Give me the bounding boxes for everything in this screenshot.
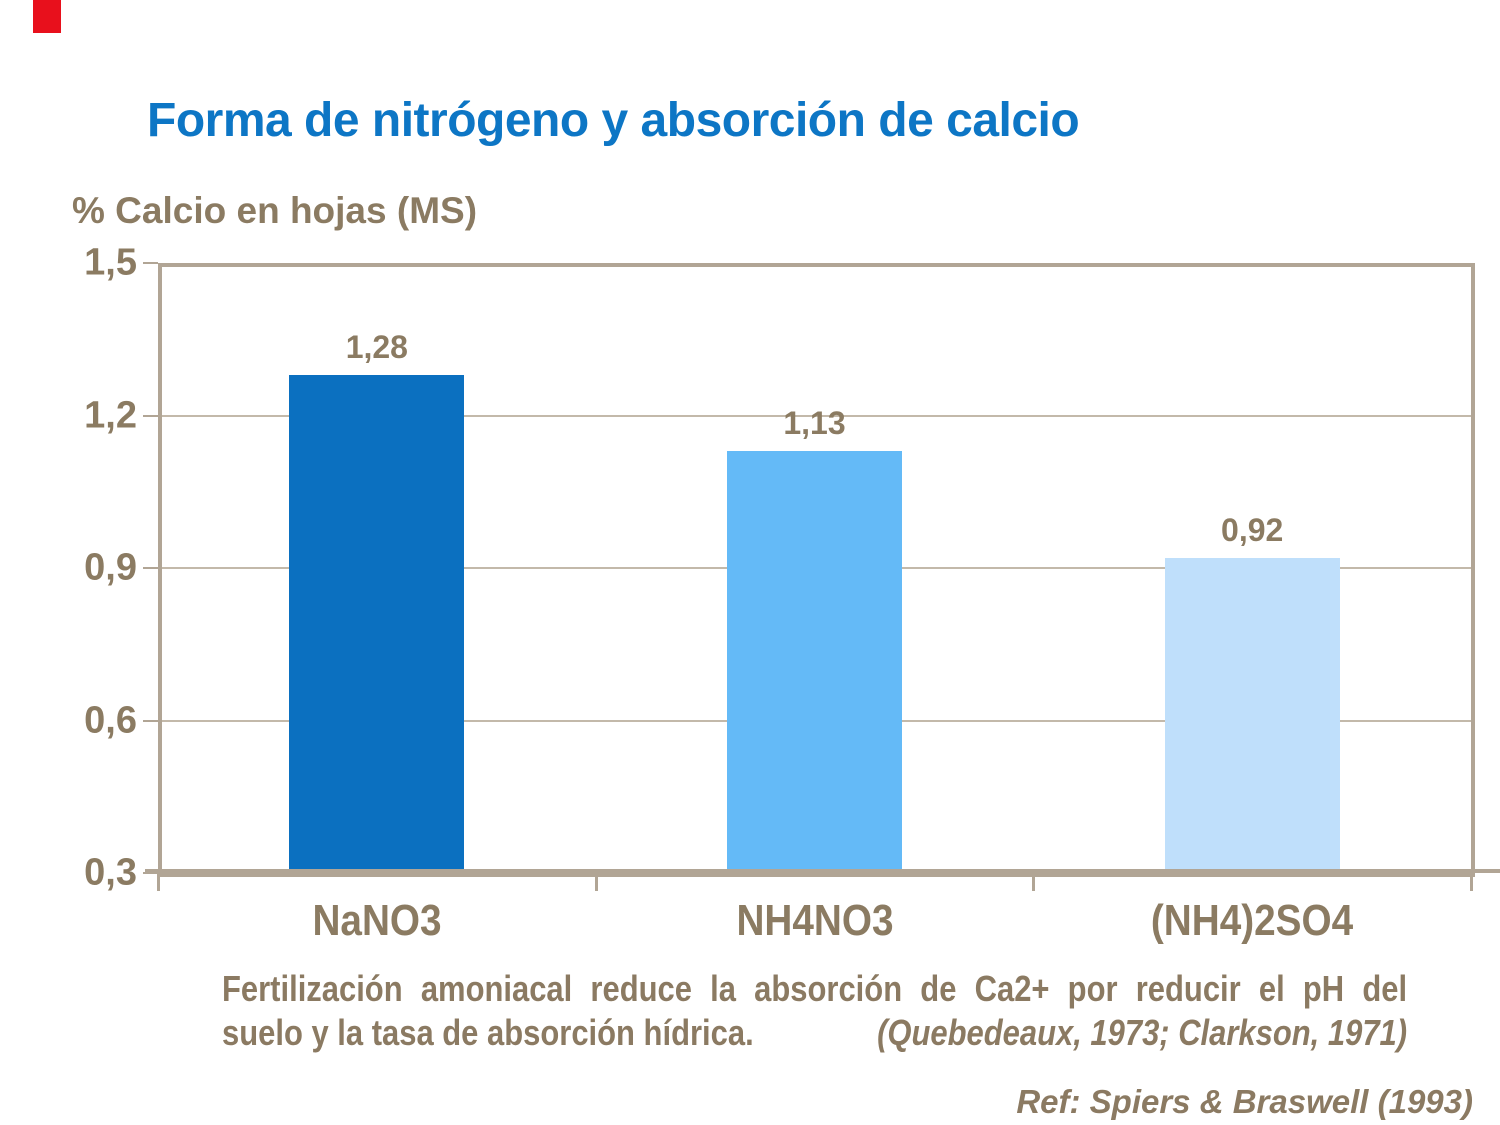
x-tick-mark-3 [1470,873,1473,891]
y-tick-mark-0,9 [143,567,158,569]
y-tick-mark-0,3 [143,872,158,874]
x-category-label-NH4NO3: NH4NO3 [735,896,894,945]
y-tick-label-0,9: 0,9 [84,546,137,589]
y-tick-label-1,5: 1,5 [84,241,137,284]
chart-caption: Fertilización amoniacal reduce la absorc… [222,967,1407,1055]
x-tick-mark-2 [1032,873,1036,891]
reference-text: Ref: Spiers & Braswell (1993) [1016,1083,1473,1120]
bar-value-NH4NO3: 1,13 [783,405,846,442]
caption-line-2-text: suelo y la tasa de absorción hídrica. [222,1012,754,1053]
slide-title: Forma de nitrógeno y absorción de calcio [147,94,1080,148]
y-tick-label-1,2: 1,2 [84,394,137,436]
bar-value-NaNO3: 1,28 [345,328,408,365]
y-tick-mark-1,2 [143,414,158,417]
bar-NH4NO3 [727,451,902,873]
red-accent-bar [33,0,61,33]
plot-area [158,263,1475,877]
y-axis-title: % Calcio en hojas (MS) [72,190,478,231]
x-tick-mark-1 [594,873,598,891]
x-axis-line [145,869,1500,873]
y-tick-mark-0,6 [143,719,158,722]
caption-line-2: suelo y la tasa de absorción hídrica. (Q… [222,1011,1407,1055]
y-tick-mark-1,5 [143,262,158,264]
x-category-label-(NH4)2SO4: (NH4)2SO4 [1151,896,1354,945]
bar-value-(NH4)2SO4: 0,92 [1221,511,1284,548]
bar-NaNO3 [289,374,465,873]
gridline-1,2 [162,414,1471,417]
caption-citation: (Quebedeaux, 1973; Clarkson, 1971) [877,1012,1408,1053]
y-tick-label-0,6: 0,6 [84,699,137,741]
x-tick-mark-0 [157,873,160,891]
bar-(NH4)2SO4 [1164,557,1340,873]
caption-line-1: Fertilización amoniacal reduce la absorc… [222,968,1408,1009]
y-tick-label-0,3: 0,3 [84,851,137,894]
x-category-label-NaNO3: NaNO3 [312,896,442,945]
